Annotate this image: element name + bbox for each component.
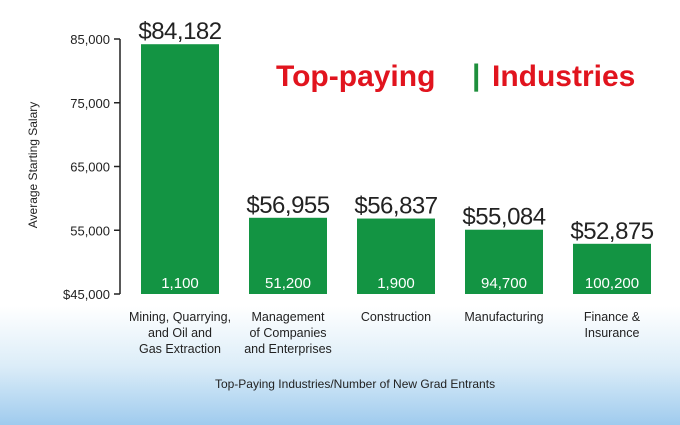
y-axis-ticks: $45,000 55,000 65,000 75,000 85,000 (63, 32, 120, 302)
chart-title-part2: Industries (492, 60, 635, 93)
bars: $84,182 1,100 Mining, Quarrying, and Oil an… (129, 18, 654, 356)
bar-entrants-label: 51,200 (265, 275, 311, 292)
chart-title-separator: | (472, 59, 480, 92)
bar (465, 229, 543, 294)
category-label: Management (252, 310, 325, 324)
category-label: and Enterprises (244, 342, 332, 356)
category-label: and Oil and (148, 326, 212, 340)
y-tick-label: $45,000 (63, 287, 110, 302)
category-label: Gas Extraction (139, 342, 221, 356)
chart-title-part1: Top-paying (276, 60, 435, 93)
chart-title: Top-paying | Industries (276, 59, 635, 93)
y-tick-label: 65,000 (70, 160, 110, 175)
bar-value-label: $84,182 (138, 18, 221, 45)
bar-value-label: $56,837 (354, 193, 437, 220)
bar-entrants-label: 1,100 (161, 275, 199, 292)
category-label: Insurance (585, 326, 640, 340)
bar-entrants-label: 1,900 (377, 275, 415, 292)
category-label: Construction (361, 310, 431, 324)
bar (357, 218, 435, 294)
category-label: Finance & (584, 310, 641, 324)
bar (573, 243, 651, 294)
y-tick-label: 85,000 (70, 32, 110, 47)
category-label: Manufacturing (464, 310, 543, 324)
bar-value-label: $55,084 (462, 204, 545, 231)
bar-value-label: $52,875 (570, 218, 653, 245)
bar (249, 217, 327, 294)
bar (141, 44, 219, 294)
y-tick-label: 55,000 (70, 223, 110, 238)
y-tick-label: 75,000 (70, 96, 110, 111)
bar-entrants-label: 100,200 (585, 275, 639, 292)
bar-value-label: $56,955 (246, 192, 329, 219)
category-label: of Companies (249, 326, 326, 340)
bar-entrants-label: 94,700 (481, 275, 527, 292)
y-axis-title: Average Starting Salary (26, 102, 40, 229)
category-label: Mining, Quarrying, (129, 310, 231, 324)
x-axis-title: Top-Paying Industries/Number of New Grad… (215, 377, 495, 391)
